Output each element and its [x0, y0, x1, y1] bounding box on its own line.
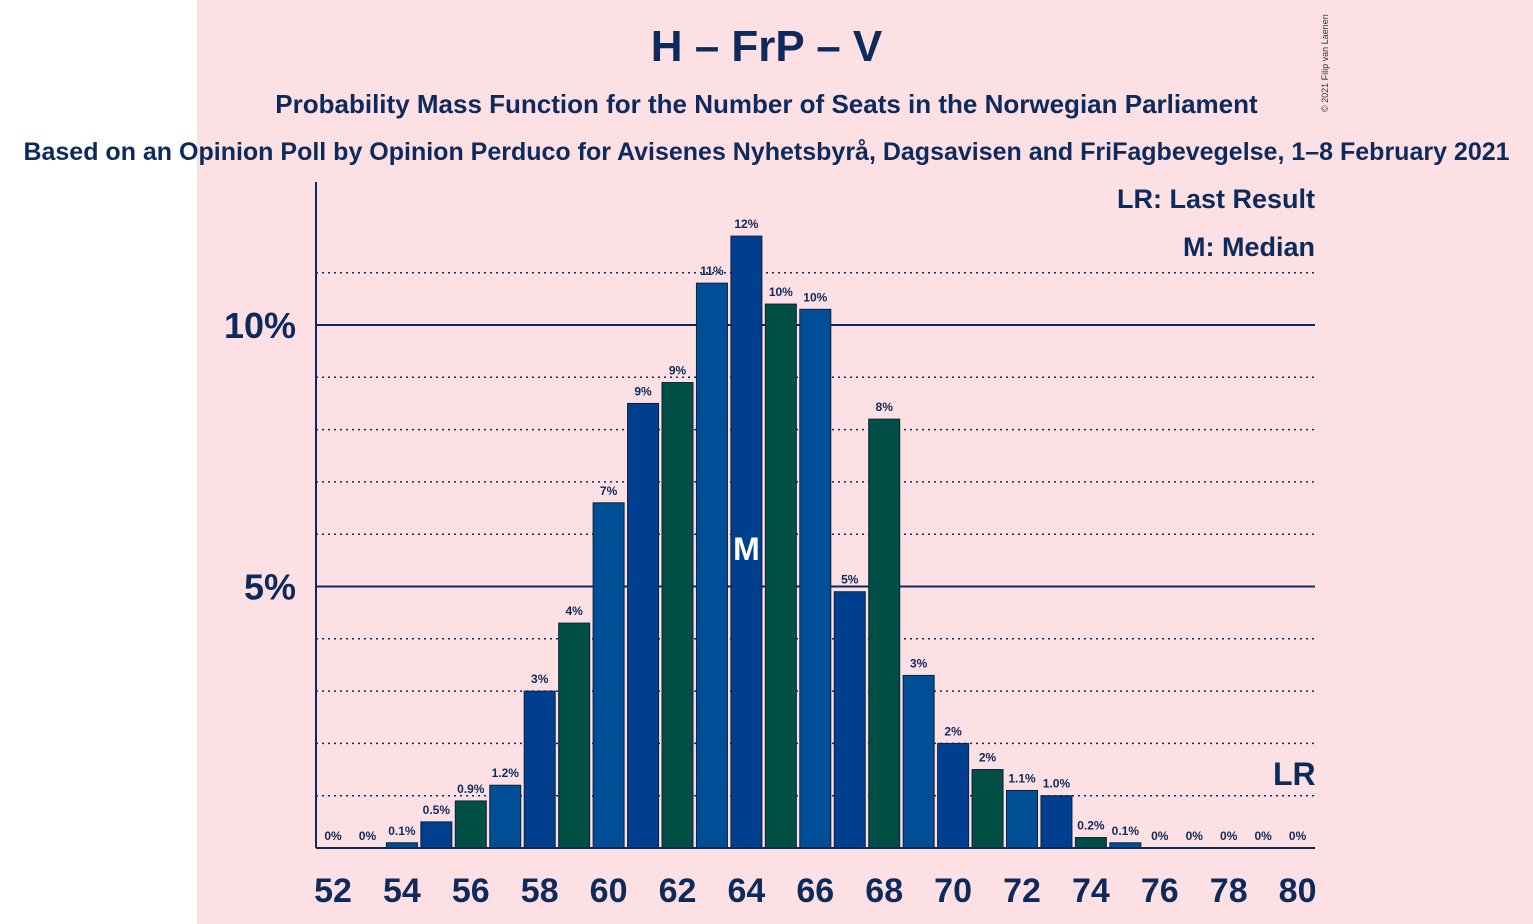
bar-value-label: 5% — [841, 573, 859, 587]
bar-value-label: 4% — [565, 604, 583, 618]
bar-value-label: 2% — [944, 724, 962, 738]
bar — [799, 308, 832, 849]
x-tick-label: 80 — [1279, 872, 1317, 910]
bar — [1074, 837, 1107, 849]
bar-value-label: 0% — [1186, 829, 1204, 843]
bar-value-label: 9% — [669, 364, 687, 378]
x-tick-label: 76 — [1141, 872, 1179, 910]
bar — [489, 784, 522, 849]
x-tick-label: 58 — [521, 872, 559, 910]
bar — [420, 821, 453, 849]
bar — [523, 690, 556, 849]
bar-value-label: 0% — [324, 829, 342, 843]
bar — [902, 674, 935, 849]
x-tick-label: 62 — [659, 872, 697, 910]
bar-value-label: 12% — [734, 217, 758, 231]
chart-subtitle: Probability Mass Function for the Number… — [275, 89, 1258, 119]
bar-value-label: 11% — [700, 264, 724, 278]
chart-source: Based on an Opinion Poll by Opinion Perd… — [23, 138, 1510, 166]
x-tick-label: 74 — [1072, 872, 1110, 910]
x-tick-label: 60 — [590, 872, 628, 910]
bar — [833, 591, 866, 849]
bar-value-label: 1.0% — [1043, 777, 1071, 791]
bar — [764, 303, 797, 849]
bar — [558, 622, 591, 849]
bar — [1040, 795, 1073, 849]
bar — [661, 382, 694, 849]
x-tick-label: 70 — [934, 872, 972, 910]
bar-value-label: 3% — [531, 672, 549, 686]
chart-title: H – FrP – V — [650, 22, 883, 71]
y-tick-label: 10% — [224, 305, 296, 346]
x-tick-label: 56 — [452, 872, 490, 910]
x-tick-label: 66 — [796, 872, 834, 910]
y-tick-label: 5% — [244, 567, 296, 608]
bar-value-label: 0.9% — [457, 782, 485, 796]
bar — [868, 418, 901, 849]
bar-value-label: 0.5% — [423, 803, 451, 817]
bar — [592, 502, 625, 849]
bar-value-label: 0.2% — [1077, 819, 1105, 833]
x-tick-label: 72 — [1003, 872, 1041, 910]
bar-value-label: 3% — [910, 656, 928, 670]
bar-value-label: 0% — [1220, 829, 1238, 843]
bar — [971, 769, 1004, 849]
bar-value-label: 1.2% — [492, 766, 520, 780]
x-tick-label: 78 — [1210, 872, 1248, 910]
median-marker: M — [733, 531, 760, 567]
x-tick-label: 68 — [865, 872, 903, 910]
legend-median: M: Median — [1183, 232, 1315, 262]
x-tick-label: 64 — [727, 872, 765, 910]
bar-value-label: 2% — [979, 751, 997, 765]
bar-value-label: 1.1% — [1008, 771, 1036, 785]
bar-value-label: 7% — [600, 484, 618, 498]
bar — [454, 800, 487, 849]
bar-value-label: 8% — [876, 400, 894, 414]
bar-value-label: 10% — [803, 290, 827, 304]
bar-value-label: 0% — [1289, 829, 1307, 843]
bar — [695, 282, 728, 849]
bar-value-label: 10% — [769, 285, 793, 299]
bar — [937, 742, 970, 849]
bar-value-label: 0% — [1254, 829, 1272, 843]
bar-value-label: 0.1% — [1112, 824, 1140, 838]
bar — [1006, 789, 1038, 849]
x-tick-label: 54 — [383, 872, 421, 910]
legend-last-result: LR: Last Result — [1116, 184, 1315, 214]
last-result-marker: LR — [1273, 756, 1316, 792]
bar-value-label: 0% — [1151, 829, 1169, 843]
bar-value-label: 9% — [634, 384, 652, 398]
bar-value-label: 0% — [359, 829, 377, 843]
x-tick-label: 52 — [314, 872, 352, 910]
bar-value-label: 0.1% — [388, 824, 416, 838]
bar — [627, 402, 660, 849]
